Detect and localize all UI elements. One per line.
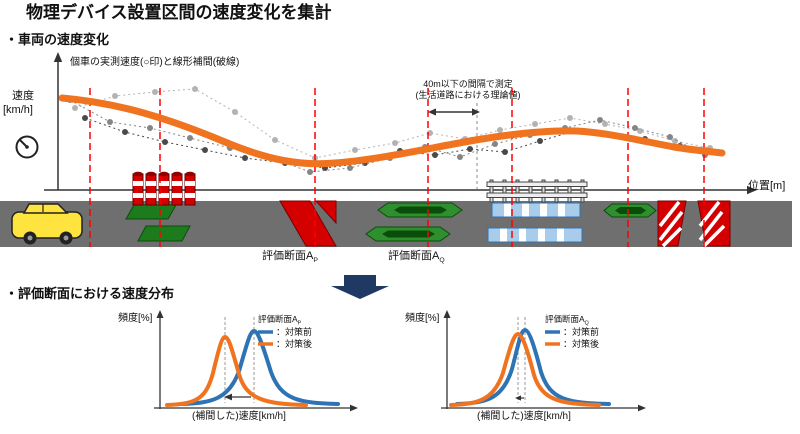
left-before-curve (180, 328, 340, 406)
right-legend-after: ：対策後 (563, 339, 600, 349)
red-dashed-lines (89, 88, 705, 247)
section-p-label: 評価断面AP (262, 250, 318, 265)
guard-fence (486, 179, 588, 203)
left-dist-axes (154, 310, 358, 412)
left-shift-arrow (224, 393, 251, 401)
interval-annotation-line1: 40m以下の間隔で測定 (423, 79, 513, 89)
right-peak-guides (517, 317, 526, 403)
section-down-arrow (331, 275, 389, 299)
measured-speed-note: 個車の実測速度(○印)と線形補間(破線) (70, 57, 240, 68)
interval-double-arrow (428, 108, 480, 116)
left-x-label: (補間した)速度[km/h] (192, 411, 286, 422)
chicane-device-p (279, 200, 337, 247)
right-legend-before: ：対策前 (563, 327, 600, 337)
right-legend-title: 評価断面AQ (545, 314, 589, 327)
page-title: 物理デバイス設置区間の速度変化を集計 (26, 3, 332, 22)
section-q-label: 評価断面AQ (388, 250, 445, 265)
speedometer-icon (15, 135, 39, 159)
y-axis-unit: [km/h] (3, 104, 33, 116)
right-x-label: (補間した)速度[km/h] (477, 411, 571, 422)
left-peak-guides (224, 317, 255, 403)
measured-dot-series (67, 86, 718, 175)
interval-annotation-line2: (生活道路における理論値) (415, 89, 521, 100)
right-after-curve (449, 331, 601, 407)
choker-device-q (365, 202, 463, 242)
choker-device-right (603, 203, 657, 218)
left-after-curve (165, 334, 308, 407)
x-axis-label: 位置[m] (748, 180, 786, 192)
speed-section-heading: ・車両の速度変化 (5, 32, 110, 47)
distribution-section-heading: ・評価断面における速度分布 (5, 286, 175, 301)
left-legend-title: 評価断面AP (258, 314, 302, 327)
left-legend-swatches (258, 330, 273, 346)
left-freq-label: 頻度[%] (118, 313, 153, 324)
right-legend-swatches (545, 330, 560, 346)
crosswalk-device (487, 202, 583, 243)
left-legend-before: ：対策前 (276, 327, 313, 337)
car-icon (11, 203, 83, 245)
y-axis-label: 速度 (12, 90, 34, 102)
road-strip (0, 171, 792, 248)
speed-curve (58, 94, 726, 168)
right-dist-axes (441, 310, 646, 412)
right-freq-label: 頻度[%] (405, 313, 440, 324)
right-shift-arrow (515, 395, 524, 401)
left-legend-after: ：対策後 (276, 339, 313, 349)
right-before-curve (455, 327, 611, 406)
bollard-device (125, 171, 196, 242)
